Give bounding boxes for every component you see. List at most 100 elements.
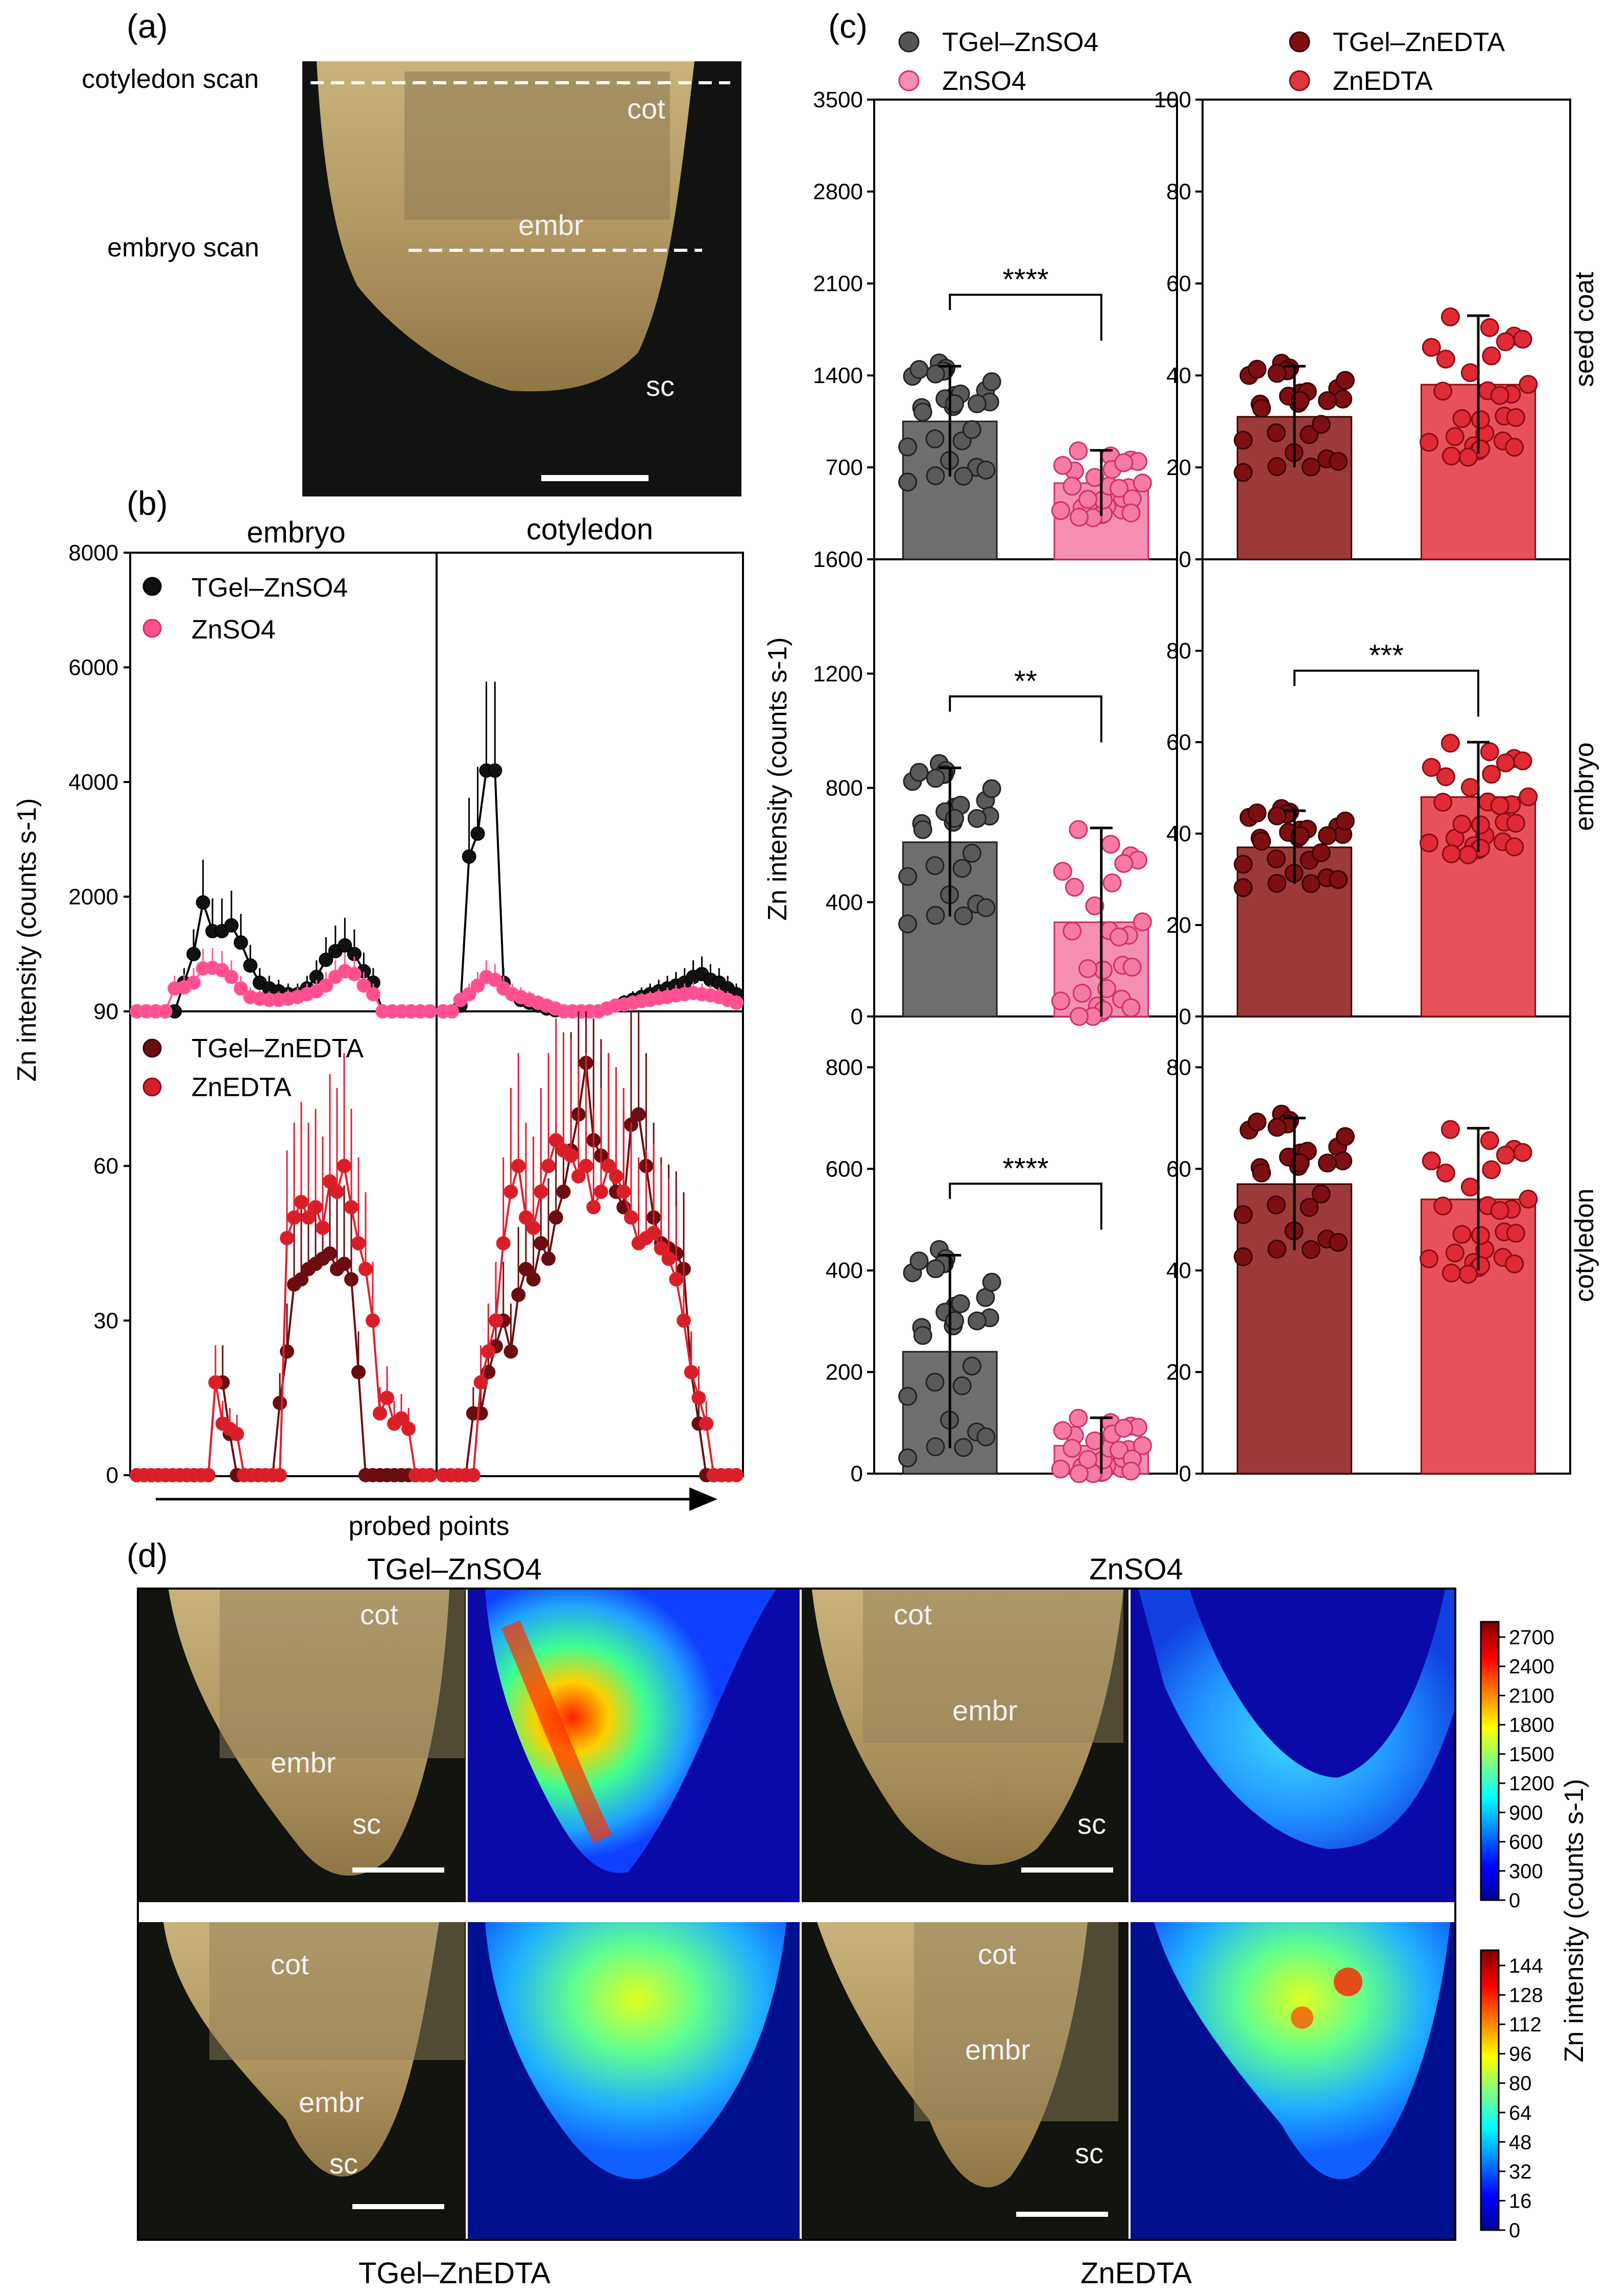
colorbar-tick-label: 0 bbox=[1509, 2219, 1520, 2242]
scale-bar-a bbox=[541, 475, 649, 481]
c-row-embryo: embryo bbox=[1570, 742, 1599, 831]
panel-c-letter: (c) bbox=[828, 7, 868, 45]
data-point bbox=[1267, 1118, 1287, 1137]
data-point bbox=[954, 906, 973, 926]
data-point bbox=[1433, 1196, 1453, 1216]
b-legend-top: TGel–ZnSO4 ZnSO4 bbox=[142, 573, 348, 645]
y-tick-label: 60 bbox=[1166, 271, 1191, 296]
cotyledon-scan-label: cotyledon scan bbox=[82, 64, 259, 94]
data-point bbox=[356, 978, 371, 993]
data-point bbox=[1300, 425, 1319, 444]
d-title-znedta: ZnEDTA bbox=[1080, 2257, 1192, 2290]
b-legend-znso4: ZnSO4 bbox=[191, 615, 276, 645]
data-point bbox=[926, 1437, 945, 1456]
data-point bbox=[1329, 452, 1348, 471]
c-legend-znso4: ZnSO4 bbox=[942, 66, 1026, 96]
data-point bbox=[1109, 479, 1128, 498]
data-point bbox=[913, 403, 932, 422]
y-tick-label: 0 bbox=[851, 1004, 863, 1029]
data-point bbox=[1234, 1247, 1253, 1266]
data-point bbox=[926, 769, 945, 788]
data-point bbox=[898, 867, 918, 886]
y-tick-label: 0 bbox=[1179, 1004, 1191, 1029]
significance-label: **** bbox=[1002, 263, 1048, 296]
b-legend-tgel-znedta: TGel–ZnEDTA bbox=[191, 1034, 364, 1063]
data-point bbox=[1072, 983, 1092, 1003]
data-point bbox=[1267, 457, 1287, 477]
colorbar-tick-label: 1800 bbox=[1509, 1714, 1554, 1737]
data-point bbox=[319, 978, 333, 993]
data-point bbox=[1318, 1153, 1337, 1173]
data-point bbox=[534, 1236, 548, 1250]
data-point bbox=[1513, 1143, 1532, 1162]
data-point bbox=[1085, 468, 1104, 487]
data-point bbox=[982, 372, 1001, 391]
b-ylabel: Zn intensity (counts s-1) bbox=[12, 798, 42, 1082]
data-point bbox=[669, 1272, 684, 1287]
data-point bbox=[1420, 1249, 1439, 1268]
data-point bbox=[1433, 382, 1453, 401]
data-point bbox=[1480, 318, 1499, 337]
d-photo-znedta bbox=[802, 1922, 1128, 2239]
data-point bbox=[1101, 835, 1120, 854]
data-point bbox=[1433, 793, 1453, 812]
bar bbox=[902, 420, 998, 560]
data-point bbox=[1114, 854, 1134, 873]
y-tick-label: 6000 bbox=[68, 655, 118, 680]
data-point bbox=[330, 1185, 344, 1199]
data-point bbox=[1311, 843, 1331, 862]
data-point bbox=[1480, 742, 1499, 762]
data-point bbox=[233, 981, 248, 996]
b-col-title-embryo: embryo bbox=[247, 516, 345, 549]
data-point bbox=[1496, 753, 1515, 773]
data-point bbox=[373, 1406, 387, 1421]
data-point bbox=[526, 1272, 541, 1287]
d-tl-cot: cot bbox=[360, 1598, 398, 1630]
data-point bbox=[481, 1344, 496, 1359]
colorbar-tick-label: 144 bbox=[1509, 1955, 1543, 1977]
d-photo-tgel-znso4 bbox=[139, 1590, 466, 1902]
colorbar-tick-label: 48 bbox=[1509, 2131, 1532, 2153]
data-point bbox=[909, 360, 929, 379]
c-ylabel: Zn intensity (counts s-1) bbox=[763, 637, 793, 921]
data-point bbox=[1069, 507, 1089, 527]
data-point bbox=[294, 1272, 308, 1287]
data-point bbox=[1069, 1409, 1088, 1428]
data-point bbox=[616, 1185, 631, 1199]
data-point bbox=[224, 918, 239, 933]
y-tick-label: 20 bbox=[1166, 913, 1191, 938]
data-point bbox=[925, 856, 945, 875]
d-bl-embr: embr bbox=[299, 2086, 364, 2118]
significance-label: **** bbox=[1002, 1152, 1048, 1185]
data-point bbox=[952, 859, 972, 878]
data-point bbox=[1053, 862, 1072, 881]
data-point bbox=[503, 1344, 518, 1359]
data-point bbox=[366, 987, 380, 1002]
significance-bracket bbox=[949, 1182, 1102, 1230]
d-title-znso4: ZnSO4 bbox=[1089, 1553, 1183, 1586]
data-point bbox=[1051, 991, 1070, 1011]
data-point bbox=[1458, 447, 1478, 467]
data-point bbox=[1460, 1177, 1480, 1197]
data-point bbox=[1490, 796, 1509, 815]
c-legend-znedta: ZnEDTA bbox=[1333, 66, 1433, 96]
data-point bbox=[1051, 501, 1070, 520]
data-point bbox=[351, 1236, 366, 1250]
data-point bbox=[1266, 423, 1286, 442]
data-point bbox=[1506, 814, 1525, 833]
data-point bbox=[962, 843, 981, 863]
data-point bbox=[294, 1195, 308, 1210]
data-point bbox=[967, 1311, 987, 1331]
data-point bbox=[1519, 375, 1538, 394]
data-point bbox=[230, 1427, 244, 1441]
data-point bbox=[1301, 874, 1320, 893]
data-point bbox=[1329, 870, 1348, 889]
d-br-embr: embr bbox=[965, 2033, 1030, 2066]
data-point bbox=[1069, 1007, 1089, 1026]
y-tick-label: 0 bbox=[1179, 1461, 1191, 1486]
data-point bbox=[337, 1257, 351, 1271]
data-point bbox=[1234, 1205, 1253, 1224]
colorbar-tick-label: 80 bbox=[1509, 2072, 1532, 2095]
data-point bbox=[1482, 346, 1501, 366]
b-plot-embryo-znso4 bbox=[130, 860, 437, 1019]
